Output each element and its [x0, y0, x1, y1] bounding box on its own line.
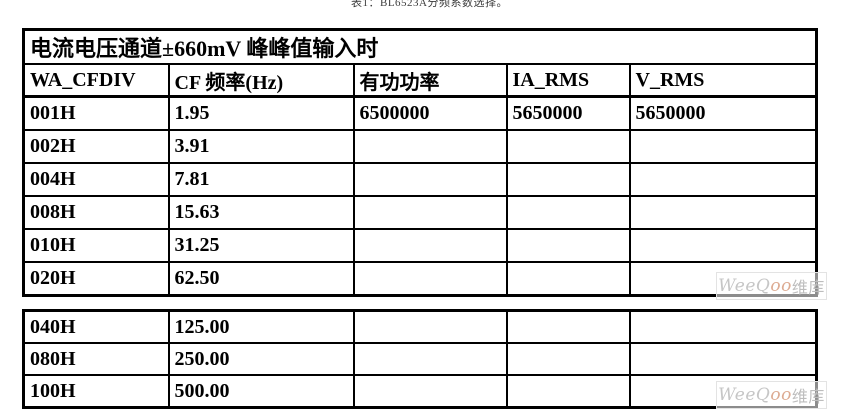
table-cell — [505, 342, 631, 376]
table-cell: 15.63 — [167, 195, 355, 230]
table-cell: 080H — [22, 342, 170, 376]
weeqoo-watermark: WeeQ oo 维库 — [716, 381, 827, 409]
table-cell: 5650000 — [505, 95, 631, 131]
table-cell: 001H — [22, 95, 170, 131]
table-cell — [628, 129, 818, 164]
table-title-row: 电流电压通道±660mV 峰峰值输入时 — [22, 28, 818, 65]
table-cell: 002H — [22, 129, 170, 164]
table-cell — [505, 261, 631, 297]
table-cell — [352, 195, 508, 230]
header-cell-active-power: 有功功率 — [352, 63, 508, 98]
watermark-text-latin: WeeQ — [718, 385, 771, 405]
table-cell — [505, 162, 631, 197]
table-body-main: 001H 1.95 6500000 5650000 5650000 002H 3.91 004… — [22, 95, 818, 297]
table-row: 080H 250.00 — [22, 342, 818, 376]
table-cell — [628, 228, 818, 263]
table-cell: 3.91 — [167, 129, 355, 164]
table-row: 001H 1.95 6500000 5650000 5650000 — [22, 95, 818, 131]
table-cell: 6500000 — [352, 95, 508, 131]
table-cell — [505, 374, 631, 409]
table-cell: 004H — [22, 162, 170, 197]
freq-table-continued: 040H 125.00 080H 250.00 100H 500.00 — [22, 309, 818, 409]
table-cell — [352, 162, 508, 197]
table-row: 100H 500.00 — [22, 374, 818, 409]
header-cell-cf-freq: CF 频率(Hz) — [167, 63, 355, 98]
header-cell-v-rms: V_RMS — [628, 63, 818, 98]
table-cell — [628, 342, 818, 376]
table-cell: 62.50 — [167, 261, 355, 297]
table-cell — [505, 195, 631, 230]
table-row: 004H 7.81 — [22, 162, 818, 197]
header-cell-wa-cfdiv: WA_CFDIV — [22, 63, 170, 98]
watermark-text-latin: WeeQ — [718, 276, 771, 296]
table-cell: 008H — [22, 195, 170, 230]
table-cell — [352, 261, 508, 297]
table-row: 008H 15.63 — [22, 195, 818, 230]
table-header-row: WA_CFDIV CF 频率(Hz) 有功功率 IA_RMS V_RMS — [22, 63, 818, 98]
table-cell — [628, 309, 818, 344]
table-cell: 020H — [22, 261, 170, 297]
table-row: 010H 31.25 — [22, 228, 818, 263]
weeqoo-watermark: WeeQ oo 维库 — [716, 272, 827, 300]
table-caption: 表1：BL6523A分频系数选择。 — [351, 0, 508, 9]
table-cell — [505, 228, 631, 263]
watermark-text-accent: oo — [770, 385, 792, 405]
table-title: 电流电压通道±660mV 峰峰值输入时 — [22, 28, 818, 65]
freq-table-main: 电流电压通道±660mV 峰峰值输入时 WA_CFDIV CF 频率(Hz) 有… — [22, 28, 818, 297]
table-row: 002H 3.91 — [22, 129, 818, 164]
table-cell — [352, 129, 508, 164]
table-row: 040H 125.00 — [22, 309, 818, 344]
table-row: 020H 62.50 — [22, 261, 818, 297]
table-cell: 5650000 — [628, 95, 818, 131]
table-cell: 31.25 — [167, 228, 355, 263]
watermark-text-cjk: 维库 — [791, 387, 825, 406]
table-cell: 010H — [22, 228, 170, 263]
watermark-text-accent: oo — [770, 276, 792, 296]
table-cell — [352, 309, 508, 344]
table-cell — [352, 228, 508, 263]
table-cell — [628, 195, 818, 230]
header-cell-ia-rms: IA_RMS — [505, 63, 631, 98]
table-cell — [505, 129, 631, 164]
table-cell: 7.81 — [167, 162, 355, 197]
table-cell — [352, 374, 508, 409]
table-cell: 250.00 — [167, 342, 355, 376]
table-cell: 500.00 — [167, 374, 355, 409]
table-cell: 1.95 — [167, 95, 355, 131]
watermark-text-cjk: 维库 — [791, 278, 825, 297]
table-cell — [352, 342, 508, 376]
table-cell — [628, 162, 818, 197]
table-cell: 040H — [22, 309, 170, 344]
table-cell: 100H — [22, 374, 170, 409]
table-cell: 125.00 — [167, 309, 355, 344]
table-body-continued: 040H 125.00 080H 250.00 100H 500.00 — [22, 309, 818, 409]
table-cell — [505, 309, 631, 344]
